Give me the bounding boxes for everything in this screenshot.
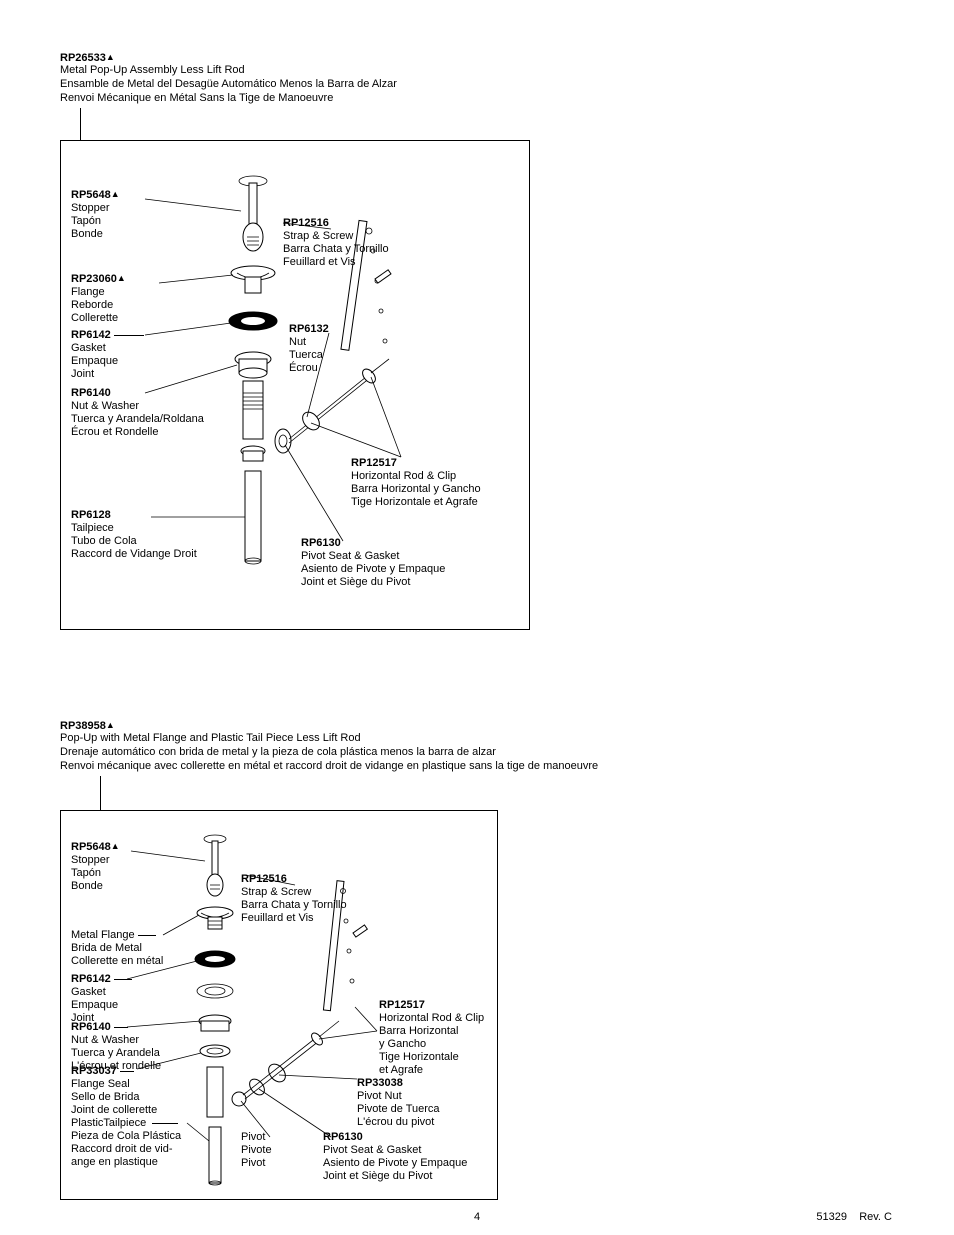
section2-header: RP38958▲ Pop-Up with Metal Flange and Pl… (60, 720, 598, 773)
section2-desc-es: Drenaje automático con brida de metal y … (60, 746, 598, 760)
section2-partno: RP38958▲ (60, 720, 598, 732)
label2-metal-flange: Metal Flange Brida de Metal Collerette e… (71, 929, 163, 968)
section2-stem (100, 776, 101, 810)
label-rp6128: RP6128 Tailpiece Tubo de Cola Raccord de… (71, 509, 197, 561)
label2-rp33038: RP33038 Pivot Nut Pivote de Tuerca L'écr… (357, 1077, 440, 1129)
label2-rp12517: RP12517 Horizontal Rod & Clip Barra Hori… (379, 999, 484, 1077)
label-rp6132: RP6132 Nut Tuerca Écrou (289, 323, 329, 375)
label-rp12517: RP12517 Horizontal Rod & Clip Barra Hori… (351, 457, 481, 509)
page-number: 4 (474, 1211, 480, 1223)
section2-desc-fr: Renvoi mécanique avec collerette en méta… (60, 760, 598, 774)
label2-rp33037: RP33037 Flange Seal Sello de Brida Joint… (71, 1065, 157, 1117)
label2-rp6130: RP6130 Pivot Seat & Gasket Asiento de Pi… (323, 1131, 467, 1183)
label-rp6130: RP6130 Pivot Seat & Gasket Asiento de Pi… (301, 537, 445, 589)
doc-id: 51329 Rev. C (816, 1211, 892, 1223)
label2-rp12516: RP12516 Strap & Screw Barra Chata y Torn… (241, 873, 347, 925)
label2-rp5648: RP5648▲ Stopper Tapón Bonde (71, 841, 120, 893)
label-rp23060: RP23060▲ Flange Reborde Collerette (71, 273, 126, 325)
section1-partno: RP26533▲ (60, 52, 397, 64)
section2-desc-en: Pop-Up with Metal Flange and Plastic Tai… (60, 732, 598, 746)
diagram-box-2: RP5648▲ Stopper Tapón Bonde Metal Flange… (60, 810, 498, 1200)
section1-stem (80, 108, 81, 140)
section1-desc-en: Metal Pop-Up Assembly Less Lift Rod (60, 64, 397, 78)
label2-rp6142: RP6142 Gasket Empaque Joint (71, 973, 132, 1025)
section1-header: RP26533▲ Metal Pop-Up Assembly Less Lift… (60, 52, 397, 105)
label2-pivot: Pivot Pivote Pivot (241, 1131, 272, 1170)
label-rp6140: RP6140 Nut & Washer Tuerca y Arandela/Ro… (71, 387, 204, 439)
section1-desc-fr: Renvoi Mécanique en Métal Sans la Tige d… (60, 92, 397, 106)
label-rp5648: RP5648▲ Stopper Tapón Bonde (71, 189, 120, 241)
label-rp12516: RP12516 Strap & Screw Barra Chata y Torn… (283, 217, 389, 269)
section1-desc-es: Ensamble de Metal del Desagüe Automático… (60, 78, 397, 92)
label2-plastic-tail: PlasticTailpiece Pieza de Cola Plástica … (71, 1117, 181, 1169)
diagram-box-1: RP5648▲ Stopper Tapón Bonde RP23060▲ Fla… (60, 140, 530, 630)
label-rp6142: RP6142 Gasket Empaque Joint (71, 329, 144, 381)
